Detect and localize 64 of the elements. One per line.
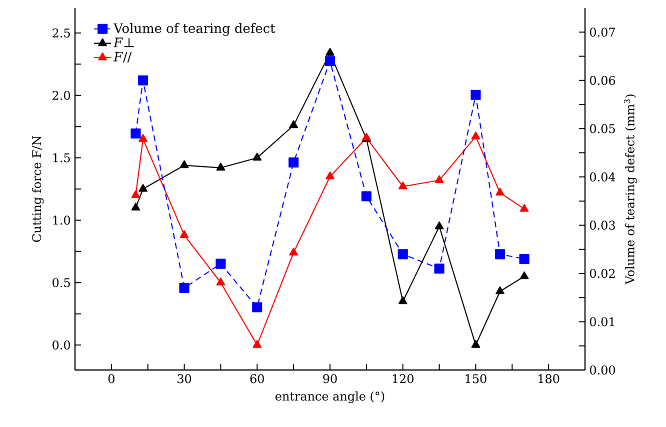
y-axis-title: Cutting force F/N — [32, 136, 44, 242]
y2-tick-label: 0.04 — [590, 172, 616, 182]
legend-label: Volume of tearing defect — [113, 23, 276, 36]
point — [496, 188, 504, 196]
y2-tick-label: 0.00 — [590, 365, 616, 375]
point — [130, 128, 141, 139]
y2-axis-title: Volume of tearing defect (mm$^{3}$) — [624, 94, 637, 284]
x-tick-label: 0 — [108, 374, 114, 384]
point — [216, 162, 226, 171]
point — [138, 75, 148, 86]
x-tick-label: 30 — [178, 374, 192, 384]
point — [179, 282, 190, 293]
y2-tick-label: 0.07 — [590, 28, 615, 37]
x-tick-label: 150 — [466, 374, 486, 384]
y2-tick-label: 0.03 — [590, 220, 615, 230]
point — [216, 258, 226, 269]
legend-label: F⊥ — [113, 38, 134, 48]
point — [138, 134, 148, 142]
point — [434, 264, 444, 274]
point — [131, 190, 140, 198]
point — [180, 160, 189, 168]
x-axis-title: entrance angle (°) — [276, 391, 384, 404]
x-tick-label: 60 — [250, 374, 264, 384]
point — [494, 249, 506, 260]
point — [496, 286, 504, 294]
point — [131, 202, 140, 211]
y2-tick-label: 0.01 — [590, 317, 614, 326]
point — [398, 296, 408, 304]
y2-tick-label: 0.05 — [590, 124, 615, 134]
point — [289, 120, 298, 128]
y-tick-label: 2.5 — [52, 28, 70, 38]
point — [471, 132, 480, 140]
point — [180, 230, 189, 238]
point — [216, 278, 226, 286]
legend-label: F// — [113, 52, 132, 63]
x-tick-label: 180 — [538, 374, 560, 384]
y-tick-label: 1.5 — [53, 153, 70, 162]
y-tick-label: 0.5 — [52, 278, 70, 288]
point — [361, 191, 372, 202]
y2-tick-label: 0.06 — [590, 76, 616, 85]
point — [288, 157, 299, 168]
point — [434, 175, 444, 184]
point — [252, 340, 262, 348]
point — [520, 204, 529, 212]
point — [434, 221, 444, 230]
point — [470, 90, 481, 100]
y-tick-label: 0.0 — [52, 340, 70, 350]
point — [326, 48, 334, 56]
point — [252, 152, 262, 161]
point — [520, 271, 529, 280]
y-tick-label: 2.0 — [52, 90, 70, 100]
y2-tick-label: 0.02 — [590, 268, 615, 278]
x-tick-label: 120 — [392, 374, 414, 384]
y-tick-label: 1.0 — [53, 216, 70, 225]
point — [289, 248, 298, 256]
point — [326, 171, 334, 180]
x-tick-label: 90 — [323, 374, 337, 384]
point — [398, 181, 408, 190]
point — [519, 254, 530, 264]
point — [252, 302, 262, 312]
point — [398, 249, 408, 260]
point — [324, 56, 336, 66]
point — [471, 340, 480, 348]
point — [138, 184, 148, 192]
